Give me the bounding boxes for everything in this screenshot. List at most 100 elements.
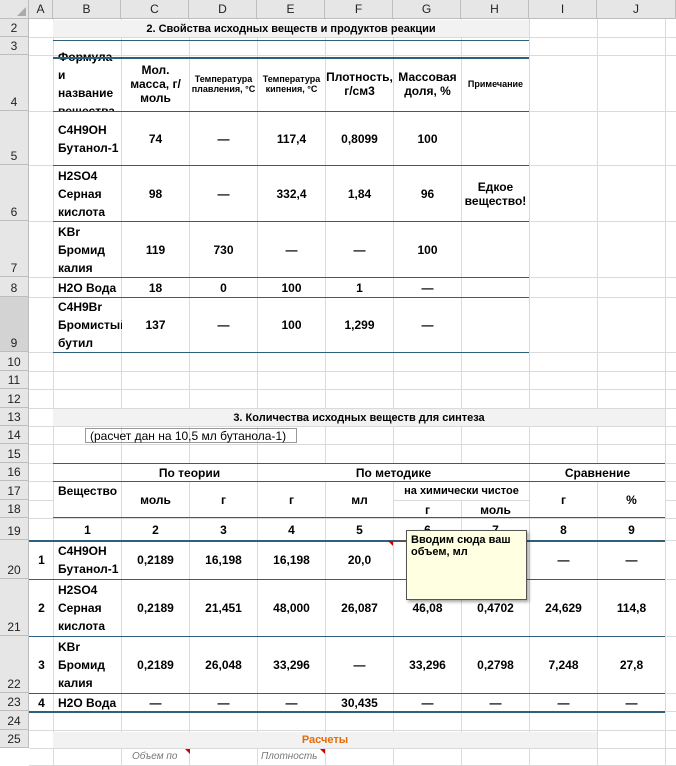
value-cell[interactable]: 18 [122,278,189,297]
value-cell[interactable]: — [598,694,665,711]
value-cell[interactable]: — [326,222,393,277]
row-header[interactable]: 18 [0,500,29,518]
value-cell[interactable]: — [598,541,665,579]
column-header[interactable]: D [189,0,257,19]
header-cell[interactable]: Массовая доля, % [394,56,461,111]
value-cell[interactable]: — [462,694,529,711]
substance-name[interactable]: C4H9OH Бутанол-1 [54,541,121,579]
value-cell[interactable]: 74 [122,112,189,165]
column-header[interactable]: A [29,0,53,19]
substance-name[interactable]: KBr Бромид калия [54,222,121,277]
unit-cell[interactable]: % [598,482,665,518]
value-cell[interactable] [462,222,529,277]
unit-cell[interactable]: г [258,482,325,518]
unit-cell[interactable]: моль [122,482,189,518]
value-cell[interactable]: Едкое вещество! [462,166,529,221]
row-header[interactable]: 22 [0,636,29,693]
substance-name[interactable]: H2SO4 Серная кислота [54,580,121,636]
value-cell[interactable]: 96 [394,166,461,221]
value-cell[interactable]: 0,2798 [462,637,529,693]
value-cell[interactable]: 119 [122,222,189,277]
header-cell[interactable]: По методике [258,464,529,481]
column-number[interactable]: 9 [598,519,665,540]
value-cell[interactable]: 114,8 [598,580,665,636]
value-cell[interactable]: — [530,694,597,711]
row-header[interactable]: 13 [0,408,29,426]
value-cell[interactable]: — [258,222,325,277]
header-cell[interactable]: Плотность, г/см3 [326,56,393,111]
value-cell[interactable]: 21,451 [190,580,257,636]
value-cell[interactable]: 1,299 [326,298,393,352]
column-header[interactable]: H [461,0,529,19]
header-cell[interactable]: Вещество [54,464,121,518]
value-cell[interactable] [462,112,529,165]
row-number[interactable]: 1 [30,541,53,579]
column-header[interactable]: B [53,0,121,19]
value-cell[interactable]: 730 [190,222,257,277]
value-cell[interactable]: 16,198 [258,541,325,579]
section3-subtitle[interactable]: (расчет дан на 10,5 мл бутанола-1) [85,428,297,443]
value-cell[interactable]: — [190,112,257,165]
header-cell[interactable]: Температура плавления, °С [190,56,257,111]
value-cell[interactable]: 48,000 [258,580,325,636]
cell-comment[interactable]: Вводим сюда ваш объем, мл [406,530,527,600]
row-header[interactable]: 21 [0,579,29,636]
row-number[interactable]: 4 [30,694,53,711]
row-header[interactable]: 25 [0,730,29,748]
row-header[interactable]: 17 [0,481,29,500]
value-cell[interactable]: 0,2189 [122,637,189,693]
value-cell[interactable]: — [394,694,461,711]
value-cell[interactable]: 30,435 [326,694,393,711]
substance-name[interactable]: C4H9Br Бромистый бутил [54,298,128,352]
row-header[interactable]: 11 [0,371,29,389]
header-cell[interactable]: на химически чистое [394,482,529,500]
row-header[interactable]: 24 [0,711,29,730]
row-header[interactable]: 8 [0,277,29,297]
row-header[interactable]: 5 [0,111,29,165]
value-cell[interactable]: 100 [394,222,461,277]
value-cell[interactable]: 33,296 [394,637,461,693]
value-cell[interactable]: — [190,166,257,221]
substance-name[interactable]: H2SO4 Серная кислота [54,166,121,221]
row-header[interactable]: 4 [0,55,29,111]
value-cell[interactable]: — [258,694,325,711]
header-cell[interactable]: Температура кипения, °С [258,56,325,111]
column-header[interactable]: C [121,0,189,19]
value-cell[interactable]: 0 [190,278,257,297]
value-cell[interactable]: — [394,278,461,297]
value-cell[interactable]: 27,8 [598,637,665,693]
column-header[interactable]: I [529,0,597,19]
value-cell[interactable]: 100 [394,112,461,165]
header-cell[interactable]: Мол. масса, г/моль [122,56,189,111]
header-cell[interactable]: Формула и название вещества [54,50,121,118]
value-cell[interactable]: 1 [326,278,393,297]
value-cell[interactable]: 137 [122,298,189,352]
value-cell[interactable]: 0,8099 [326,112,393,165]
header-cell[interactable]: По теории [122,464,257,481]
substance-name[interactable]: H2O Вода [54,278,121,297]
value-cell[interactable]: 7,248 [530,637,597,693]
value-cell[interactable]: — [190,298,257,352]
row-header[interactable]: 12 [0,389,29,408]
value-cell[interactable]: — [326,637,393,693]
header-cell[interactable]: Сравнение [530,464,665,481]
value-cell[interactable]: 100 [258,298,325,352]
value-cell[interactable]: 98 [122,166,189,221]
value-cell[interactable]: 24,629 [530,580,597,636]
row-header[interactable]: 14 [0,426,29,444]
column-number[interactable]: 4 [258,519,325,540]
row-header[interactable]: 15 [0,444,29,463]
value-cell[interactable]: 0,2189 [122,580,189,636]
substance-name[interactable]: C4H9OH Бутанол-1 [54,112,121,165]
row-header[interactable]: 3 [0,37,29,55]
unit-cell[interactable]: мл [326,482,393,518]
column-header[interactable]: E [257,0,325,19]
value-cell[interactable]: 16,198 [190,541,257,579]
header-cell[interactable]: Примечание [462,56,529,111]
value-cell[interactable]: 26,048 [190,637,257,693]
row-header[interactable]: 6 [0,165,29,221]
value-cell[interactable]: — [530,541,597,579]
column-header[interactable]: J [597,0,676,19]
select-all-corner[interactable] [0,0,29,19]
row-header[interactable]: 10 [0,352,29,371]
